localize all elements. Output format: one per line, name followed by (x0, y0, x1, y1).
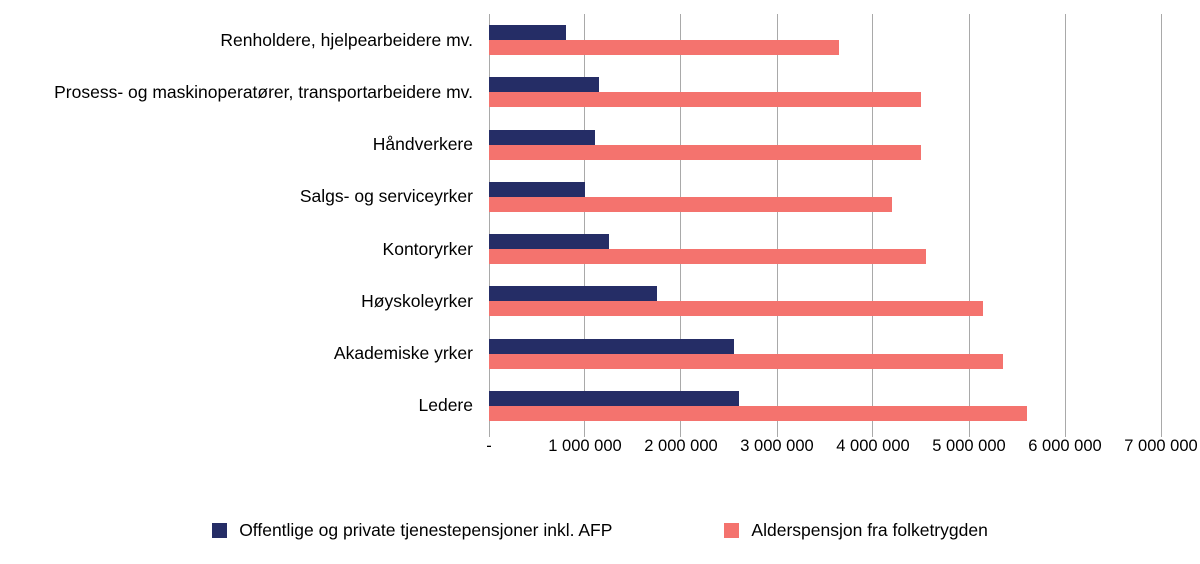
gridline (968, 14, 970, 437)
legend-item: Alderspensjon fra folketrygden (724, 520, 988, 541)
bar-series-1 (489, 77, 600, 93)
legend-swatch-icon (724, 523, 740, 538)
bar-series-2 (489, 301, 984, 317)
bar-series-2 (489, 40, 840, 56)
x-tick-label: 5 000 000 (932, 437, 1006, 455)
legend-label: Offentlige og private tjenestepensjoner … (239, 520, 613, 540)
gridline (488, 14, 490, 437)
bar-group (489, 223, 1161, 275)
bar-group (489, 119, 1161, 171)
category-label: Kontoryrker (382, 238, 473, 259)
x-tick-label: 2 000 000 (644, 437, 718, 455)
category-label: Prosess- og maskinoperatører, transporta… (54, 81, 473, 102)
gridline (1064, 14, 1066, 437)
x-tick-label: 6 000 000 (1028, 437, 1102, 455)
bar-series-1 (489, 338, 734, 354)
bar-series-1 (489, 390, 739, 406)
gridline (1160, 14, 1162, 437)
category-label: Høyskoleyrker (361, 290, 473, 311)
x-tick-label: - (486, 437, 492, 455)
bar-group (489, 14, 1161, 66)
bar-series-1 (489, 234, 609, 250)
bar-group (489, 66, 1161, 118)
bar-series-1 (489, 25, 566, 41)
bar-group (489, 328, 1161, 380)
bar-series-2 (489, 92, 921, 108)
category-label: Ledere (418, 395, 474, 416)
bar-series-2 (489, 249, 926, 265)
legend-label: Alderspensjon fra folketrygden (751, 520, 988, 540)
bar-series-2 (489, 353, 1003, 369)
category-label: Renholdere, hjelpearbeidere mv. (220, 29, 473, 50)
bar-group (489, 171, 1161, 223)
x-tick-label: 7 000 000 (1124, 437, 1198, 455)
bar-series-1 (489, 129, 595, 145)
gridline (872, 14, 874, 437)
legend: Offentlige og private tjenestepensjoner … (0, 520, 1200, 541)
legend-item: Offentlige og private tjenestepensjoner … (212, 520, 612, 541)
bar-group (489, 380, 1161, 432)
legend-swatch-icon (212, 523, 228, 538)
category-label: Salgs- og serviceyrker (299, 186, 473, 207)
gridline (680, 14, 682, 437)
bar-rows (489, 14, 1161, 432)
x-tick-label: 1 000 000 (548, 437, 622, 455)
category-label: Akademiske yrker (333, 343, 473, 364)
bar-series-2 (489, 405, 1027, 421)
x-axis: - 1 000 000 2 000 000 3 000 000 4 000 000 5 0… (486, 437, 1197, 459)
gridline (776, 14, 778, 437)
bar-series-2 (489, 144, 921, 160)
category-label: Håndverkere (372, 134, 473, 155)
category-axis: Renholdere, hjelpearbeidere mv. Prosess- … (0, 14, 481, 432)
bar-series-1 (489, 181, 585, 197)
bar-series-1 (489, 286, 657, 302)
gridline (584, 14, 586, 437)
x-tick-label: 3 000 000 (740, 437, 814, 455)
bar-group (489, 275, 1161, 327)
x-tick-label: 4 000 000 (836, 437, 910, 455)
bar-series-2 (489, 196, 893, 212)
plot-area (488, 14, 1162, 437)
